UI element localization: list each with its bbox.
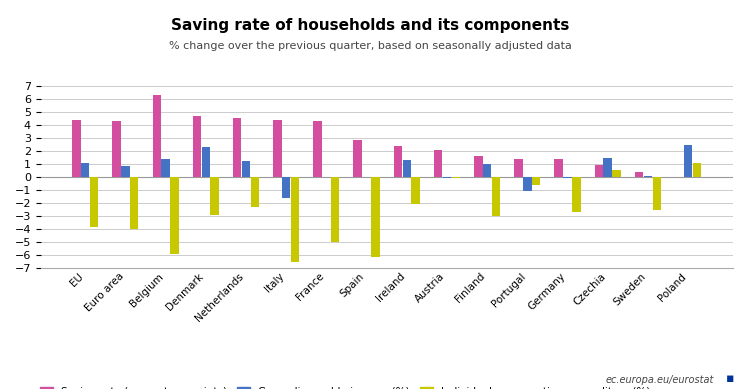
Bar [273, 119, 281, 177]
Bar [331, 177, 340, 242]
Bar [653, 177, 661, 210]
Bar [282, 177, 290, 198]
Bar [443, 177, 451, 178]
Bar [130, 177, 138, 229]
Bar [635, 172, 643, 177]
Bar [251, 177, 259, 207]
Bar [161, 159, 169, 177]
Bar [210, 177, 219, 215]
Text: ec.europa.eu/eurostat: ec.europa.eu/eurostat [606, 375, 714, 385]
Bar [112, 121, 121, 177]
Bar [371, 177, 380, 257]
Text: % change over the previous quarter, based on seasonally adjusted data: % change over the previous quarter, base… [169, 41, 571, 51]
Bar [233, 118, 241, 177]
Bar [483, 164, 491, 177]
Bar [90, 177, 98, 227]
Legend: Saving rate (percentage points), Gross disposable income (%), Individual consump: Saving rate (percentage points), Gross d… [40, 387, 650, 389]
Bar [192, 116, 201, 177]
Text: Saving rate of households and its components: Saving rate of households and its compon… [171, 18, 569, 33]
Bar [152, 95, 161, 177]
Bar [73, 119, 81, 177]
Bar [201, 147, 210, 177]
Bar [170, 177, 178, 254]
Bar [572, 177, 581, 212]
Bar [604, 158, 612, 177]
Bar [523, 177, 531, 191]
Bar [121, 166, 130, 177]
Bar [313, 121, 322, 177]
Bar [514, 159, 522, 177]
Bar [474, 156, 482, 177]
Bar [595, 165, 603, 177]
Bar [411, 177, 420, 205]
Bar [554, 159, 563, 177]
Bar [612, 170, 621, 177]
Bar [291, 177, 299, 262]
Bar [684, 145, 693, 177]
Bar [693, 163, 701, 177]
Bar [394, 145, 402, 177]
Bar [451, 177, 460, 178]
Bar [403, 160, 411, 177]
Bar [492, 177, 500, 216]
Bar [644, 176, 652, 177]
Bar [242, 161, 250, 177]
Bar [563, 177, 572, 178]
Text: ▪: ▪ [727, 372, 735, 385]
Bar [434, 150, 443, 177]
Bar [532, 177, 540, 185]
Bar [81, 163, 90, 177]
Bar [354, 140, 362, 177]
